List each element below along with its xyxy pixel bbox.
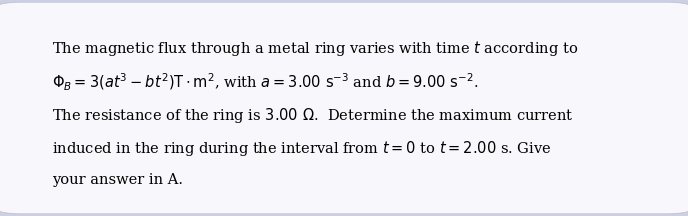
Text: your answer in A.: your answer in A. xyxy=(52,173,182,187)
Text: The magnetic flux through a metal ring varies with time $t$ according to: The magnetic flux through a metal ring v… xyxy=(52,39,578,58)
Text: $\Phi_B = 3(at^3 - bt^2)\mathrm{T \cdot m^2}$, with $a = 3.00\ \mathrm{s^{-3}}$ : $\Phi_B = 3(at^3 - bt^2)\mathrm{T \cdot … xyxy=(52,72,478,94)
Text: induced in the ring during the interval from $t = 0$ to $t = 2.00$ s. Give: induced in the ring during the interval … xyxy=(52,139,551,158)
Text: The resistance of the ring is $3.00\ \Omega$.  Determine the maximum current: The resistance of the ring is $3.00\ \Om… xyxy=(52,106,573,125)
